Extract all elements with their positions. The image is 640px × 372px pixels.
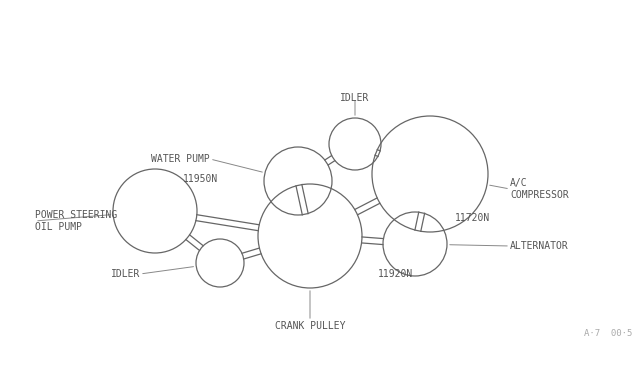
Text: A/C
COMPRESSOR: A/C COMPRESSOR — [510, 178, 569, 200]
Text: A·7  00·5: A·7 00·5 — [584, 329, 632, 338]
Text: POWER STEERING
OIL PUMP: POWER STEERING OIL PUMP — [35, 210, 117, 232]
Text: WATER PUMP: WATER PUMP — [151, 154, 210, 164]
Text: 11920N: 11920N — [378, 269, 413, 279]
Text: IDLER: IDLER — [111, 269, 140, 279]
Text: 11720N: 11720N — [455, 213, 490, 223]
Text: 11950N: 11950N — [183, 174, 218, 184]
Text: IDLER: IDLER — [340, 93, 370, 103]
Text: ALTERNATOR: ALTERNATOR — [510, 241, 569, 251]
Text: CRANK PULLEY: CRANK PULLEY — [275, 321, 345, 331]
